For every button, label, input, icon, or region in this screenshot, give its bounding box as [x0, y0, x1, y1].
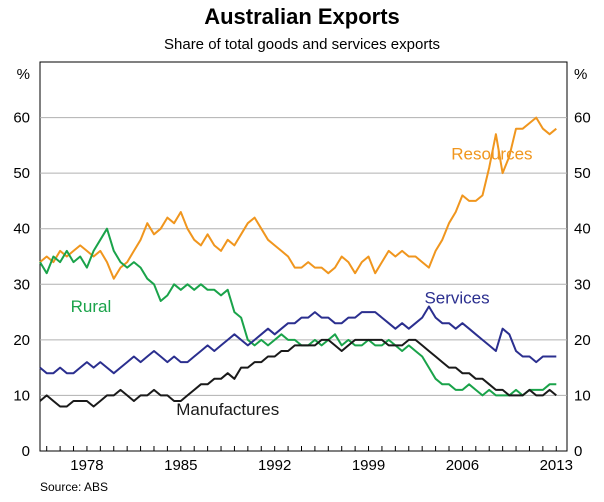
y-tick-label-right: 50	[574, 165, 591, 182]
y-tick-label-left: 20	[13, 332, 30, 349]
y-tick-label-left: 40	[13, 221, 30, 238]
x-tick-label: 1985	[164, 457, 197, 474]
series-line-rural	[39, 227, 557, 397]
series-label-manufactures: Manufactures	[176, 400, 279, 419]
series-line-resources	[39, 116, 557, 280]
series-label-resources: Resources	[451, 144, 532, 163]
series-label-services: Services	[424, 289, 489, 308]
y-tick-label-left: 60	[13, 110, 30, 127]
x-tick-label: 1992	[258, 457, 291, 474]
x-tick-label: 2013	[540, 457, 573, 474]
y-tick-label-left: 0	[22, 443, 30, 460]
x-tick-label: 1999	[352, 457, 385, 474]
y-tick-label-left: 50	[13, 165, 30, 182]
y-tick-label-right: 10	[574, 387, 591, 404]
series-label-rural: Rural	[71, 297, 112, 316]
chart-subtitle: Share of total goods and services export…	[164, 36, 440, 53]
y-tick-label-right: 0	[574, 443, 582, 460]
series-line-manufactures	[39, 338, 557, 408]
y-tick-label-left: 30	[13, 276, 30, 293]
chart-title: Australian Exports	[204, 4, 400, 29]
y-tick-label-right: 60	[574, 110, 591, 127]
y-tick-label-right: 20	[574, 332, 591, 349]
y-tick-label-right: 40	[574, 221, 591, 238]
series-line-services	[39, 305, 557, 375]
source-note: Source: ABS	[40, 480, 109, 494]
x-tick-label: 1978	[70, 457, 103, 474]
y-tick-label-right: 30	[574, 276, 591, 293]
plot-area-frame	[39, 61, 568, 452]
y-unit-left: %	[17, 66, 30, 83]
y-tick-label-left: 10	[13, 387, 30, 404]
y-unit-right: %	[574, 66, 587, 83]
x-tick-label: 2006	[446, 457, 479, 474]
